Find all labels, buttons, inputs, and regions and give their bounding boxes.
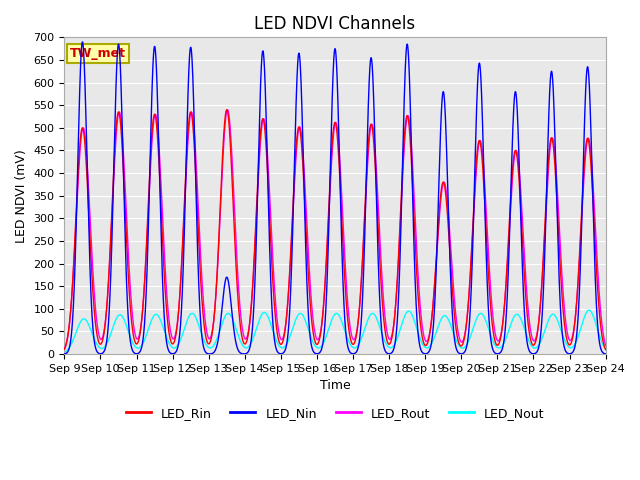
Text: TW_met: TW_met bbox=[70, 47, 126, 60]
Title: LED NDVI Channels: LED NDVI Channels bbox=[255, 15, 415, 33]
Y-axis label: LED NDVI (mV): LED NDVI (mV) bbox=[15, 149, 28, 242]
Legend: LED_Rin, LED_Nin, LED_Rout, LED_Nout: LED_Rin, LED_Nin, LED_Rout, LED_Nout bbox=[121, 402, 549, 424]
X-axis label: Time: Time bbox=[319, 379, 350, 392]
